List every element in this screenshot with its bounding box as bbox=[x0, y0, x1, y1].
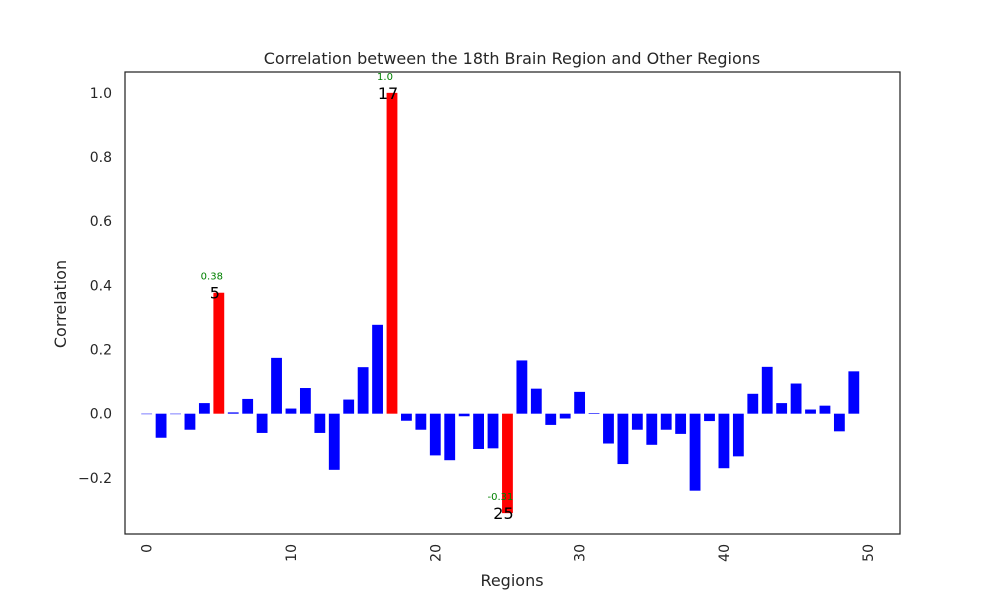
bar-region-2 bbox=[170, 413, 181, 415]
bar-region-46 bbox=[805, 409, 816, 414]
chart-title: Correlation between the 18th Brain Regio… bbox=[264, 49, 761, 68]
annotation-index-25: 25 bbox=[493, 504, 513, 523]
bar-region-10 bbox=[285, 408, 297, 414]
bar-region-27 bbox=[530, 388, 542, 414]
y-tick-label: 1.0 bbox=[90, 86, 112, 102]
bar-region-33 bbox=[617, 413, 629, 465]
x-tick-label: 10 bbox=[284, 544, 300, 562]
bar-region-24 bbox=[487, 413, 499, 449]
y-axis-ticks: −0.2 0.0 0.2 0.4 0.6 0.8 1.0 bbox=[78, 86, 112, 487]
x-tick-label: 0 bbox=[140, 544, 156, 553]
bar-region-34 bbox=[631, 413, 643, 430]
bar-region-48 bbox=[833, 413, 845, 432]
bar-region-4 bbox=[198, 403, 210, 414]
y-tick-label: 0.0 bbox=[90, 407, 112, 423]
y-tick-label: 0.8 bbox=[90, 150, 112, 166]
bar-region-41 bbox=[732, 413, 744, 457]
bar-region-15 bbox=[357, 367, 369, 414]
bar-region-36 bbox=[660, 413, 672, 430]
bar-region-23 bbox=[473, 413, 484, 449]
bar-region-9 bbox=[271, 357, 282, 414]
bar-region-13 bbox=[328, 413, 340, 470]
bar-region-1 bbox=[155, 413, 167, 438]
bar-region-37 bbox=[675, 413, 687, 434]
bar-region-44 bbox=[776, 403, 788, 414]
bar-region-49 bbox=[848, 371, 860, 414]
y-tick-label: 0.6 bbox=[90, 214, 112, 230]
bar-region-47 bbox=[819, 405, 831, 414]
bar-region-28 bbox=[545, 413, 557, 425]
bar-region-19 bbox=[415, 413, 427, 430]
y-tick-label: 0.4 bbox=[90, 278, 112, 294]
y-tick-label: 0.2 bbox=[90, 343, 112, 359]
bar-region-35 bbox=[646, 413, 658, 445]
y-tick-label: −0.2 bbox=[78, 471, 112, 487]
bar-region-31 bbox=[588, 413, 600, 414]
bar-region-6 bbox=[227, 412, 239, 414]
bar-region-3 bbox=[184, 413, 196, 430]
bar-region-40 bbox=[718, 413, 730, 469]
x-tick-label: 30 bbox=[573, 544, 589, 562]
annotation-index-17: 17 bbox=[378, 84, 398, 103]
x-axis-label: Regions bbox=[480, 571, 543, 590]
annotation-value-17: 1.0 bbox=[377, 72, 393, 83]
annotation-index-5: 5 bbox=[210, 284, 220, 303]
x-tick-label: 20 bbox=[428, 544, 444, 562]
bar-region-43 bbox=[761, 366, 773, 414]
bar-region-45 bbox=[790, 383, 802, 414]
bar-region-12 bbox=[314, 413, 326, 433]
bar-region-8 bbox=[256, 413, 268, 433]
x-tick-label: 50 bbox=[861, 544, 877, 562]
bars-group bbox=[141, 92, 860, 514]
bar-region-38 bbox=[689, 413, 701, 491]
bar-region-5 bbox=[213, 292, 225, 414]
bar-region-11 bbox=[299, 388, 311, 414]
bar-region-21 bbox=[444, 413, 456, 461]
bar-region-0 bbox=[141, 413, 153, 415]
bar-region-17 bbox=[386, 92, 398, 414]
bar-region-29 bbox=[559, 413, 571, 419]
bar-region-20 bbox=[429, 413, 441, 456]
bar-region-42 bbox=[747, 393, 759, 414]
bar-region-22 bbox=[458, 413, 470, 417]
bar-region-7 bbox=[242, 398, 254, 414]
y-axis-label: Correlation bbox=[51, 260, 70, 348]
bar-region-16 bbox=[372, 324, 383, 414]
bar-region-39 bbox=[704, 413, 715, 422]
plot-frame bbox=[124, 71, 901, 535]
bar-region-32 bbox=[603, 413, 614, 444]
bar-region-14 bbox=[343, 399, 355, 414]
bar-region-25 bbox=[502, 413, 513, 514]
annotation-value-5: 0.38 bbox=[201, 272, 223, 283]
bar-region-26 bbox=[516, 360, 528, 414]
x-tick-label: 40 bbox=[717, 544, 733, 562]
bar-region-30 bbox=[574, 391, 586, 414]
x-axis-ticks: 0 10 20 30 40 50 bbox=[140, 544, 878, 562]
annotations-group: 50.38 171.0 25-0.31 bbox=[201, 72, 514, 523]
annotation-value-25: -0.31 bbox=[488, 492, 514, 503]
bar-region-18 bbox=[401, 413, 412, 421]
